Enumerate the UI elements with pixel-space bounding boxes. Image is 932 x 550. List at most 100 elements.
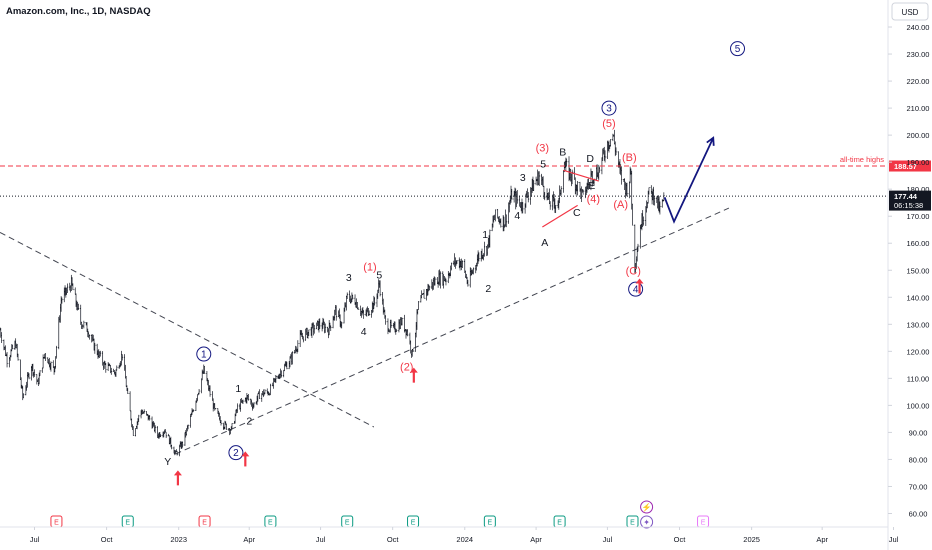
earnings-marker-label: E	[345, 520, 350, 527]
earnings-marker[interactable]: E	[341, 515, 354, 528]
y-tick-label: 70.00	[909, 482, 928, 491]
circled-wave-marker	[730, 41, 746, 57]
earnings-marker[interactable]: E	[198, 515, 211, 528]
earnings-marker[interactable]: E	[121, 515, 134, 528]
y-tick-label: 90.00	[909, 428, 928, 437]
black-wave-label: C	[573, 207, 581, 219]
red-wave-label: (5)	[602, 118, 615, 130]
black-wave-label: 2	[246, 415, 252, 427]
svg-text:✦: ✦	[643, 518, 650, 527]
y-tick-label: 190.00	[907, 158, 930, 167]
x-tick-label: Apr	[530, 535, 542, 544]
circled-wave-label: 2	[233, 448, 239, 459]
earnings-marker[interactable]: E	[697, 515, 710, 528]
earnings-marker-label: E	[630, 520, 635, 527]
earnings-marker[interactable]: E	[50, 515, 63, 528]
circled-wave-marker	[601, 100, 617, 116]
black-wave-label: D	[586, 153, 594, 165]
black-wave-label: 5	[376, 269, 382, 281]
time-axis[interactable]: Jul Oct 2023 Apr Jul Oct 2024 Apr Jul Oct 2025 Apr J…	[30, 527, 899, 544]
price-axis[interactable]: 60.00 70.00 80.00 90.00 100.00 110.00 120.00 13…	[888, 23, 929, 518]
black-wave-label: 1	[235, 383, 241, 395]
earnings-marker-label: E	[125, 520, 130, 527]
y-tick-label: 100.00	[907, 401, 930, 410]
black-wave-label: 3	[520, 172, 526, 184]
x-tick-label: 2024	[456, 535, 473, 544]
wave-annotations: 12345(1)(2)(3)(4)(5)(A)(B)(C)Y1234512345…	[164, 41, 746, 486]
y-tick-label: 210.00	[907, 104, 930, 113]
news-event-icon[interactable]: ✦	[640, 515, 654, 529]
black-wave-label: A	[541, 237, 548, 249]
black-wave-label: 1	[482, 229, 488, 241]
y-tick-label: 230.00	[907, 50, 930, 59]
red-wave-label: (1)	[363, 261, 376, 273]
circled-wave-label: 4	[633, 285, 639, 296]
y-tick-label: 80.00	[909, 455, 928, 464]
y-tick-label: 60.00	[909, 509, 928, 518]
red-up-arrow	[635, 278, 644, 294]
x-tick-label: Jul	[30, 535, 40, 544]
red-wave-label: (C)	[626, 265, 641, 277]
x-tick-label: Oct	[387, 535, 400, 544]
x-tick-label: Oct	[101, 535, 114, 544]
x-tick-label: Jul	[889, 535, 899, 544]
x-tick-label: Oct	[674, 535, 687, 544]
red-wave-label: (2)	[400, 361, 413, 373]
earnings-marker-label: E	[488, 520, 493, 527]
x-tick-label: Jul	[603, 535, 613, 544]
red-up-arrow	[241, 451, 250, 467]
currency-label: USD	[902, 8, 919, 17]
earnings-marker[interactable]: E	[553, 515, 566, 528]
earnings-marker-label: E	[268, 520, 273, 527]
red-up-arrow	[173, 470, 182, 486]
circled-wave-marker	[196, 346, 212, 362]
black-wave-label: Y	[164, 456, 171, 468]
circled-wave-marker	[228, 445, 244, 461]
black-wave-label: 2	[485, 283, 491, 295]
event-markers[interactable]: E E E E E E E E E E ⚡ ✦	[50, 500, 710, 529]
y-tick-label: 170.00	[907, 212, 930, 221]
currency-button[interactable]: USD	[891, 2, 929, 21]
x-tick-label: Apr	[816, 535, 828, 544]
x-tick-label: 2025	[743, 535, 760, 544]
y-tick-label: 120.00	[907, 347, 930, 356]
earnings-marker-label: E	[202, 520, 207, 527]
all-time-highs-price-label: 188.57	[894, 162, 917, 171]
rising-trendline[interactable]	[175, 207, 730, 455]
all-time-highs-price-tag	[889, 160, 931, 172]
earnings-marker[interactable]: E	[264, 515, 277, 528]
svg-text:⚡: ⚡	[642, 502, 652, 512]
chart-title: Amazon.com, Inc., 1D, NASDAQ	[6, 6, 151, 17]
black-wave-label: 5	[540, 159, 546, 171]
circled-wave-label: 3	[606, 104, 612, 115]
dividend-split-icon[interactable]: ⚡	[640, 500, 654, 514]
red-wave-label: (B)	[622, 152, 637, 164]
earnings-marker-label: E	[411, 520, 416, 527]
circled-wave-label: 1	[201, 350, 207, 361]
projection-path	[663, 137, 715, 224]
falling-trendline[interactable]	[0, 231, 375, 428]
triangle-lower-line	[542, 204, 578, 228]
black-wave-label: 4	[361, 326, 367, 338]
black-wave-label: B	[559, 146, 566, 158]
y-tick-label: 220.00	[907, 77, 930, 86]
x-tick-label: Jul	[316, 535, 326, 544]
red-wave-label: (4)	[587, 194, 600, 206]
y-tick-label: 200.00	[907, 131, 930, 140]
black-wave-label: E	[588, 180, 595, 192]
black-wave-label: 4	[514, 210, 520, 222]
last-price-countdown: 06:15:38	[894, 201, 923, 210]
earnings-marker-label: E	[54, 520, 59, 527]
earnings-marker[interactable]: E	[407, 515, 420, 528]
y-tick-label: 140.00	[907, 293, 930, 302]
earnings-marker[interactable]: E	[626, 515, 639, 528]
y-tick-label: 110.00	[907, 374, 929, 383]
y-tick-label: 150.00	[907, 266, 930, 275]
trendlines[interactable]	[0, 207, 730, 455]
x-tick-label: Apr	[243, 535, 255, 544]
red-up-arrow	[409, 367, 418, 383]
y-tick-label: 160.00	[907, 239, 930, 248]
earnings-marker[interactable]: E	[483, 515, 496, 528]
